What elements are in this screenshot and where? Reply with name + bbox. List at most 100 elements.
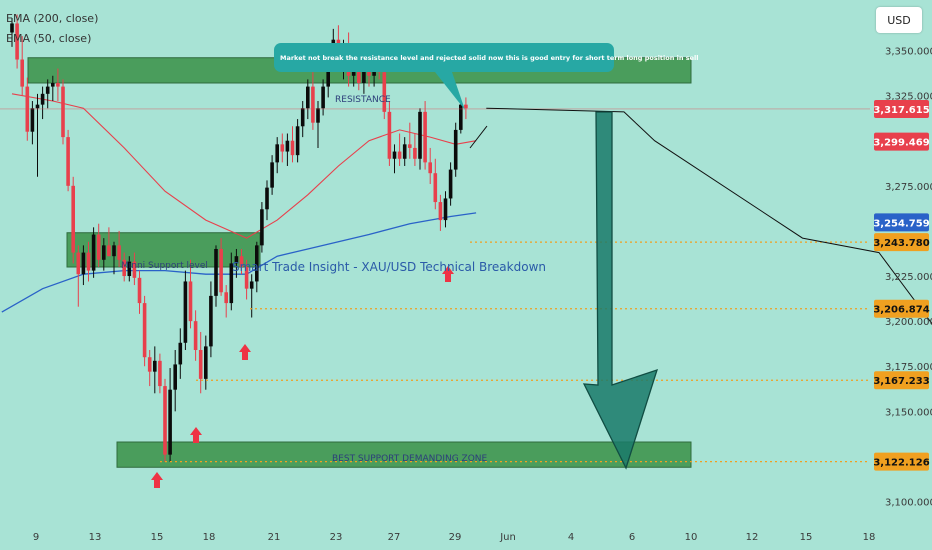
callout-bubble: Market not break the resistance level an… [274, 43, 698, 110]
y-axis: 3,350.000 3,325.000 3,275.000 3,225.000 3,20… [885, 47, 932, 509]
candle [285, 133, 290, 166]
candle [464, 97, 468, 120]
candle-body [107, 245, 111, 257]
candle [260, 202, 264, 253]
candle-body [142, 303, 147, 358]
y-tick-label: 3,225.000 [885, 272, 932, 283]
up-arrow-icon [442, 266, 454, 282]
candle [275, 137, 279, 174]
candle-body [244, 267, 249, 289]
candle-body [311, 86, 315, 123]
candle-body [147, 357, 152, 372]
candle-body [448, 169, 453, 199]
price-tag-box [874, 132, 929, 151]
candle [453, 122, 458, 177]
candle [137, 270, 142, 314]
candle [306, 79, 310, 120]
candle-body [392, 151, 397, 159]
candle [96, 223, 101, 268]
ema50-line [11, 93, 477, 239]
y-tick-label: 3,150.000 [885, 407, 932, 418]
candle-body [418, 111, 422, 159]
candle-body [285, 140, 290, 152]
price-tag: 3,317.615 [873, 99, 930, 118]
x-tick-label: 13 [89, 532, 102, 543]
insight-title: Smart Trade Insight - XAU/USD Technical … [232, 260, 546, 274]
candle [127, 256, 132, 282]
candle-body [51, 82, 55, 87]
candle [270, 155, 274, 195]
currency-button[interactable]: USD [876, 7, 922, 33]
candle [66, 129, 70, 192]
candle [443, 191, 448, 228]
candle [51, 75, 55, 102]
candle [193, 310, 198, 361]
y-tick-label: 3,325.000 [885, 92, 932, 103]
candles [10, 14, 468, 462]
candle-body [219, 248, 223, 293]
candle [147, 350, 152, 387]
candle-body [300, 108, 305, 127]
candle [428, 147, 432, 185]
candle [413, 133, 417, 166]
candle-body [306, 86, 310, 109]
candle-body [96, 234, 101, 260]
candle [61, 79, 65, 145]
candle-body [265, 187, 269, 210]
best-support-label: BEST SUPPORT DEMANDING ZONE [332, 454, 488, 464]
candle [392, 144, 397, 174]
candle-body [183, 281, 188, 343]
price-tag: 3,254.759 [873, 213, 930, 232]
x-tick-label: Jun [499, 532, 516, 543]
candle-body [321, 86, 325, 109]
legend-ema50: EMA (50, close) [6, 32, 91, 45]
price-tag: 3,206.874 [873, 299, 930, 318]
candle-body [35, 104, 40, 109]
candle-body [173, 364, 177, 390]
legend-ema200: EMA (200, close) [6, 12, 98, 25]
candle [397, 133, 402, 166]
price-tag-box [874, 452, 929, 471]
candle-body [433, 173, 438, 203]
candle [188, 259, 193, 329]
candle-body [229, 263, 234, 304]
candle [142, 295, 147, 367]
candle-body [413, 147, 417, 159]
candle [71, 176, 75, 264]
price-tag-box [874, 233, 929, 252]
candle-body [122, 259, 126, 277]
candle-body [209, 295, 213, 347]
candle-body [387, 111, 392, 159]
y-tick-label: 3,275.000 [885, 182, 932, 193]
price-tags: 3,317.615 3,299.469 3,254.759 3,243.780 3,20… [873, 99, 930, 471]
callout-text: Market not break the resistance level an… [280, 54, 698, 62]
candle [40, 86, 45, 120]
candle [448, 162, 453, 206]
x-tick-label: 15 [800, 532, 813, 543]
candle-body [249, 281, 254, 289]
candle [244, 259, 249, 300]
candle-body [112, 245, 116, 257]
candle-body [86, 252, 91, 271]
candle [255, 241, 259, 293]
candle-body [204, 346, 208, 379]
big-down-arrow [582, 111, 659, 470]
candle-body [362, 68, 366, 83]
y-tick-label: 3,175.000 [885, 362, 932, 373]
candle [168, 368, 172, 462]
price-tag-box [874, 99, 929, 118]
candle-body [91, 234, 96, 271]
candle [183, 270, 188, 350]
candle [265, 180, 269, 221]
up-arrows [151, 266, 454, 488]
price-tag-box [874, 213, 929, 232]
candle-body [30, 108, 35, 132]
candle-body [428, 162, 432, 174]
x-tick-label: 6 [629, 532, 635, 543]
candle-body [15, 23, 19, 60]
candle [35, 93, 40, 177]
candle [224, 285, 228, 318]
candle-body [255, 245, 259, 282]
x-tick-label: 15 [151, 532, 164, 543]
